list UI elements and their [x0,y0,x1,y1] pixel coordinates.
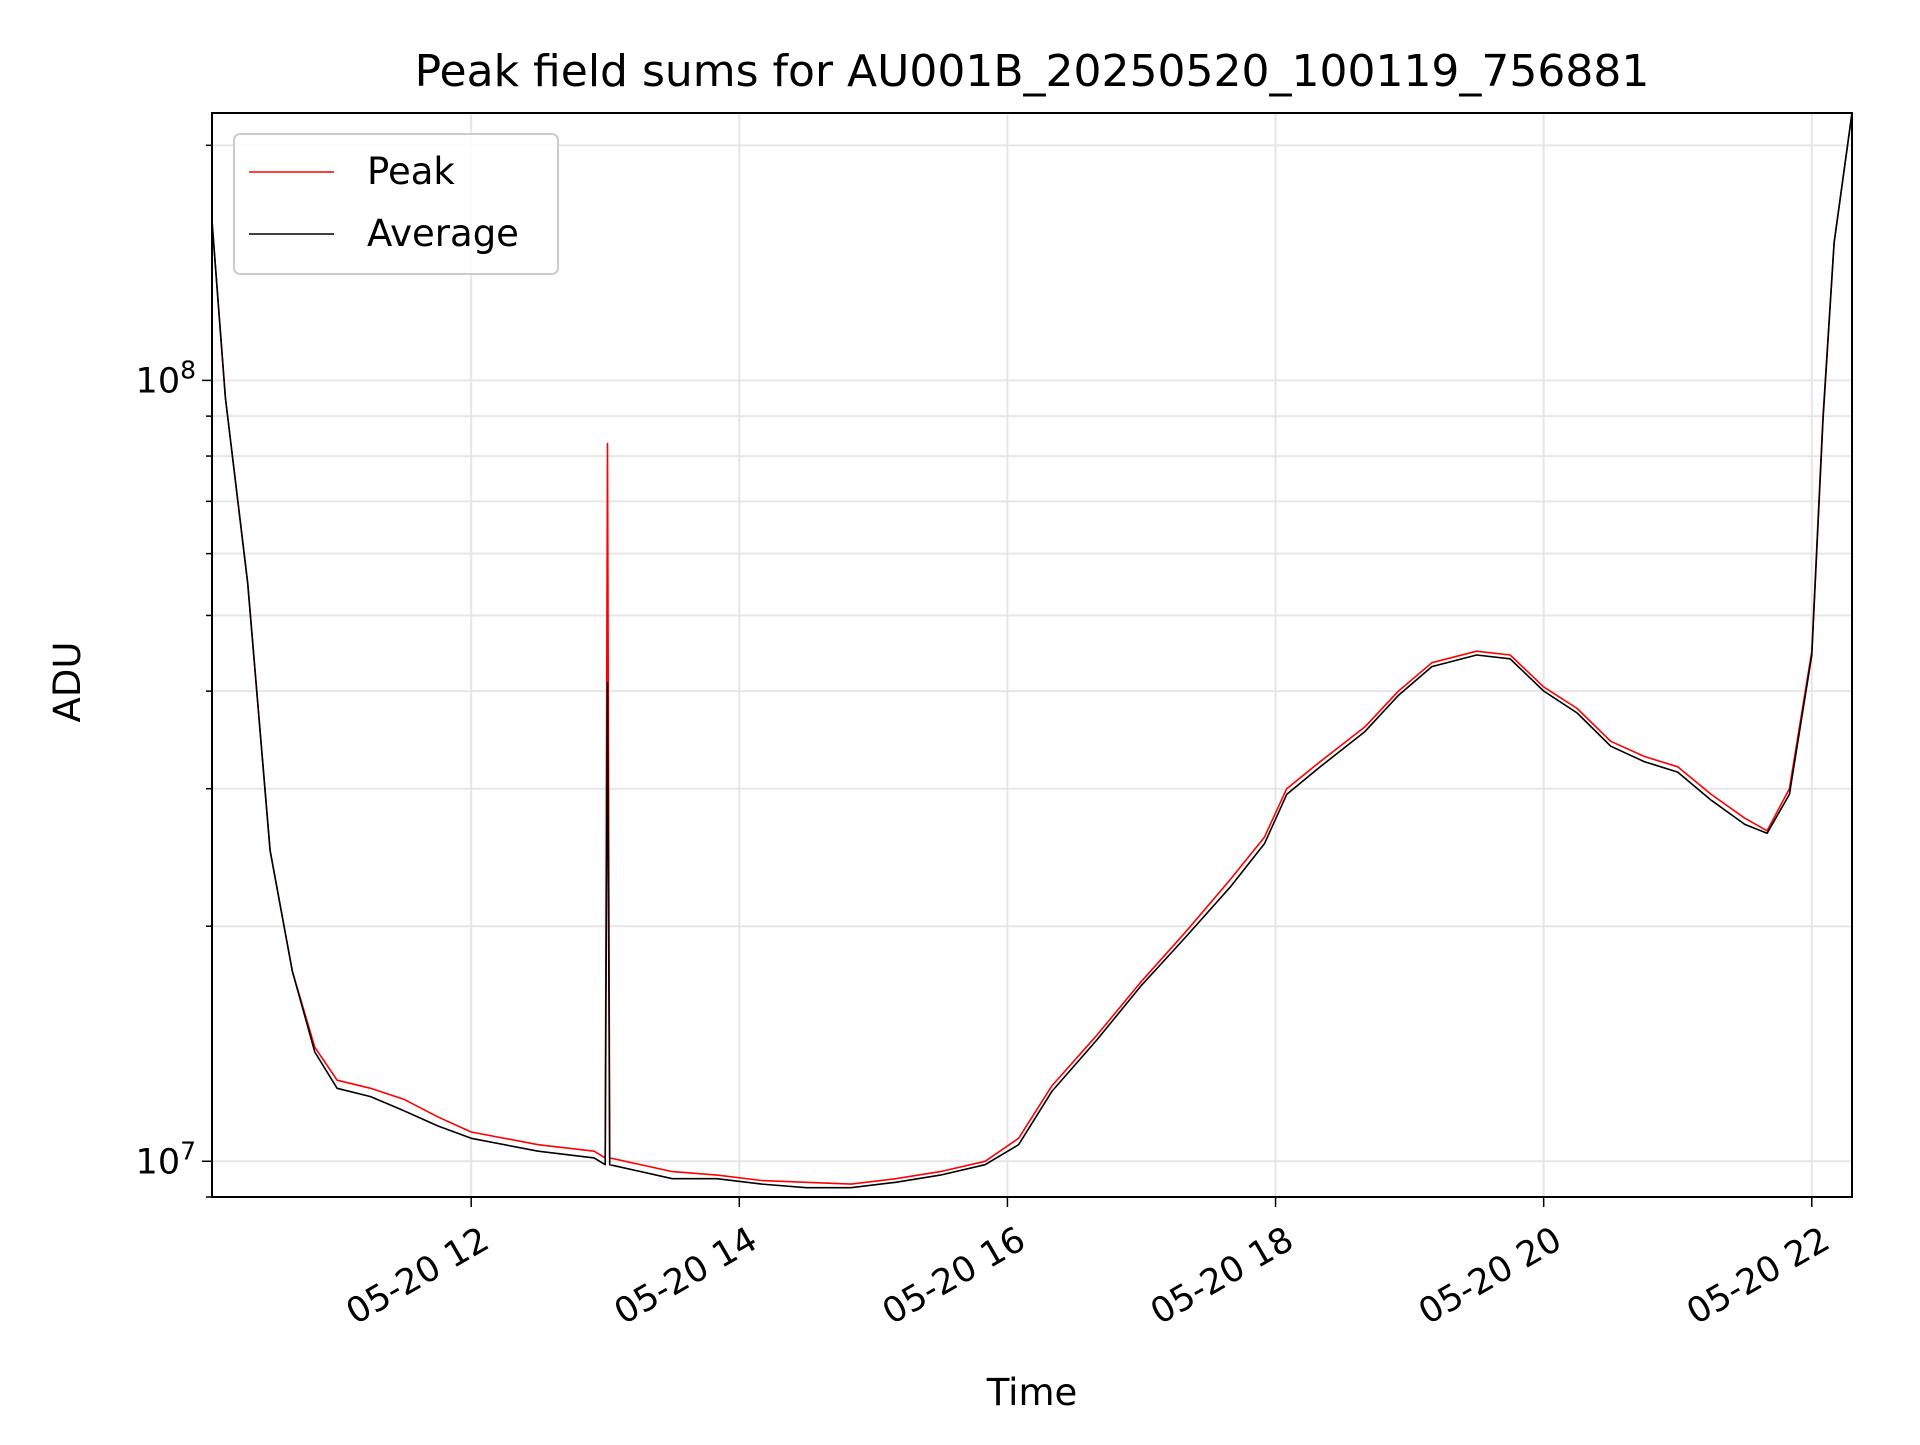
y-tick-label: 108 [136,355,196,401]
grid [212,113,1852,1198]
plot-frame [211,112,1853,1198]
series-line-peak [211,112,1853,1185]
legend-box [233,133,559,275]
legend: Peak Average [233,133,559,275]
chart-title: Peak field sums for AU001B_20250520_1001… [415,46,1650,97]
y-axis-label: ADU [46,642,89,723]
legend-label-peak: Peak [367,150,455,193]
series-layer [211,112,1853,1189]
series-line-average [211,112,1853,1189]
legend-label-average: Average [367,212,519,255]
x-axis-label: Time [986,1371,1078,1414]
y-tick-label: 107 [136,1136,196,1182]
